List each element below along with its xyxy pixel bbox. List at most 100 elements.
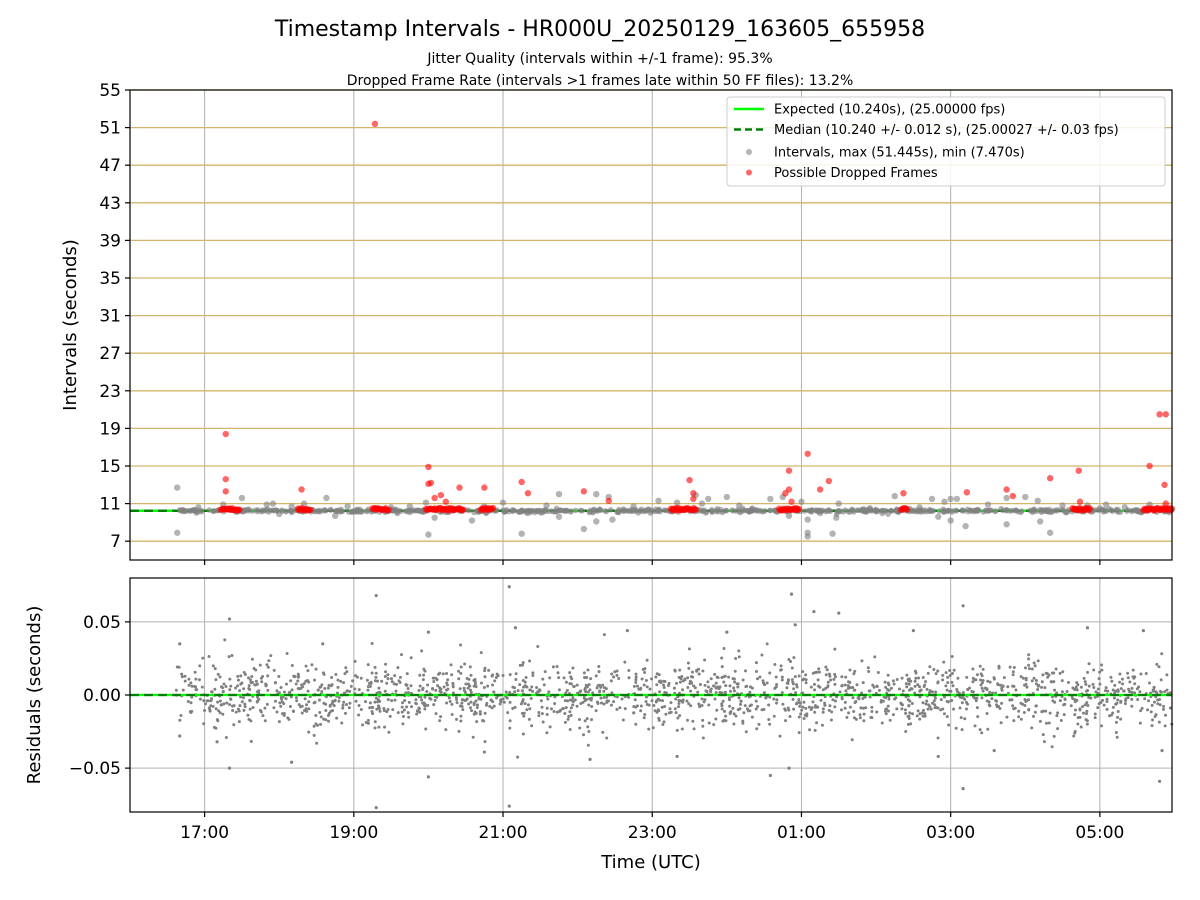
residual-point (960, 728, 964, 732)
residual-point (733, 680, 737, 684)
residual-point (190, 695, 194, 699)
residual-point (906, 722, 910, 726)
residual-point (717, 687, 721, 691)
residual-point (635, 684, 639, 688)
residual-point (324, 718, 328, 722)
residual-point (179, 714, 183, 718)
y-tick-label: 27 (99, 344, 121, 364)
residual-point (924, 680, 928, 684)
residual-point (703, 683, 707, 687)
residual-point (272, 668, 276, 672)
residual-point (817, 670, 821, 674)
residual-point (980, 686, 984, 690)
residual-point (721, 699, 725, 703)
residual-point (277, 674, 281, 678)
residual-point (827, 672, 831, 676)
residual-point (859, 706, 863, 710)
residual-point (1100, 724, 1104, 728)
residual-point (1139, 672, 1143, 676)
interval-point (642, 507, 648, 514)
residual-point (1073, 698, 1077, 702)
residual-point (207, 654, 211, 658)
residual-point (423, 707, 427, 711)
dropped-frame-point (456, 484, 463, 491)
residual-point (798, 704, 802, 708)
residual-point (921, 708, 925, 712)
residual-point (926, 707, 930, 711)
residual-point (247, 686, 251, 690)
residual-point (1027, 663, 1031, 667)
residual-point (722, 709, 726, 713)
residual-point (299, 686, 303, 690)
residual-point (768, 671, 772, 675)
residual-point (870, 709, 874, 713)
residual-point (742, 711, 746, 715)
residual-point (357, 688, 361, 692)
residual-point (581, 700, 585, 704)
residual-point (482, 750, 486, 754)
residual-point (701, 724, 705, 728)
residual-point (421, 678, 425, 682)
residual-point (263, 706, 267, 710)
residual-point (596, 702, 600, 706)
residual-point (295, 699, 299, 703)
residual-point (623, 707, 627, 711)
residual-point (861, 706, 865, 710)
residual-point (183, 674, 187, 678)
y-tick-label: 55 (99, 81, 121, 101)
residual-point (739, 699, 743, 703)
residual-point (794, 691, 798, 695)
residual-point (641, 667, 645, 671)
x-tick-label: 19:00 (329, 823, 378, 843)
residual-point (553, 695, 557, 699)
interval-point (942, 508, 948, 515)
residual-point (474, 711, 478, 715)
residual-point (248, 698, 252, 702)
residual-point (1150, 724, 1154, 728)
residual-point (507, 585, 511, 589)
residual-point (634, 675, 638, 679)
residual-point (826, 680, 830, 684)
residual-point (676, 716, 680, 720)
residual-point (305, 703, 309, 707)
residual-point (383, 675, 387, 679)
residual-point (734, 714, 738, 718)
y-tick-label: 35 (99, 269, 121, 289)
residual-point (258, 663, 262, 667)
y-tick-label: 15 (99, 457, 121, 477)
residual-point (642, 683, 646, 687)
interval-point (767, 495, 774, 503)
residual-point (764, 696, 768, 700)
residual-point (701, 669, 705, 673)
residual-point (202, 722, 206, 726)
interval-point (1117, 509, 1124, 515)
residual-point (508, 700, 512, 704)
residual-point (959, 716, 963, 720)
residual-point (1140, 706, 1144, 710)
residual-point (1044, 721, 1048, 725)
interval-point (321, 507, 328, 514)
residual-point (761, 681, 765, 685)
residual-point (390, 677, 394, 681)
residual-point (470, 709, 474, 713)
residual-point (335, 716, 339, 720)
interval-point (1063, 509, 1070, 515)
residual-point (1061, 670, 1065, 674)
residual-point (1128, 680, 1132, 684)
residual-point (201, 656, 205, 660)
residual-point (462, 689, 466, 693)
interval-point (673, 499, 681, 506)
residual-point (828, 704, 832, 708)
legend-median-label: Median (10.240 +/- 0.012 s), (25.00027 +… (774, 123, 1119, 138)
residual-point (394, 689, 398, 693)
residual-point (925, 687, 929, 691)
residual-point (284, 682, 288, 686)
dropped-frame-point (518, 478, 525, 486)
residual-point (696, 690, 700, 694)
interval-point (714, 505, 721, 512)
residual-point (886, 688, 890, 692)
residual-point (521, 698, 525, 702)
residual-point (1084, 682, 1088, 686)
residual-point (238, 704, 242, 708)
residual-point (278, 701, 282, 705)
